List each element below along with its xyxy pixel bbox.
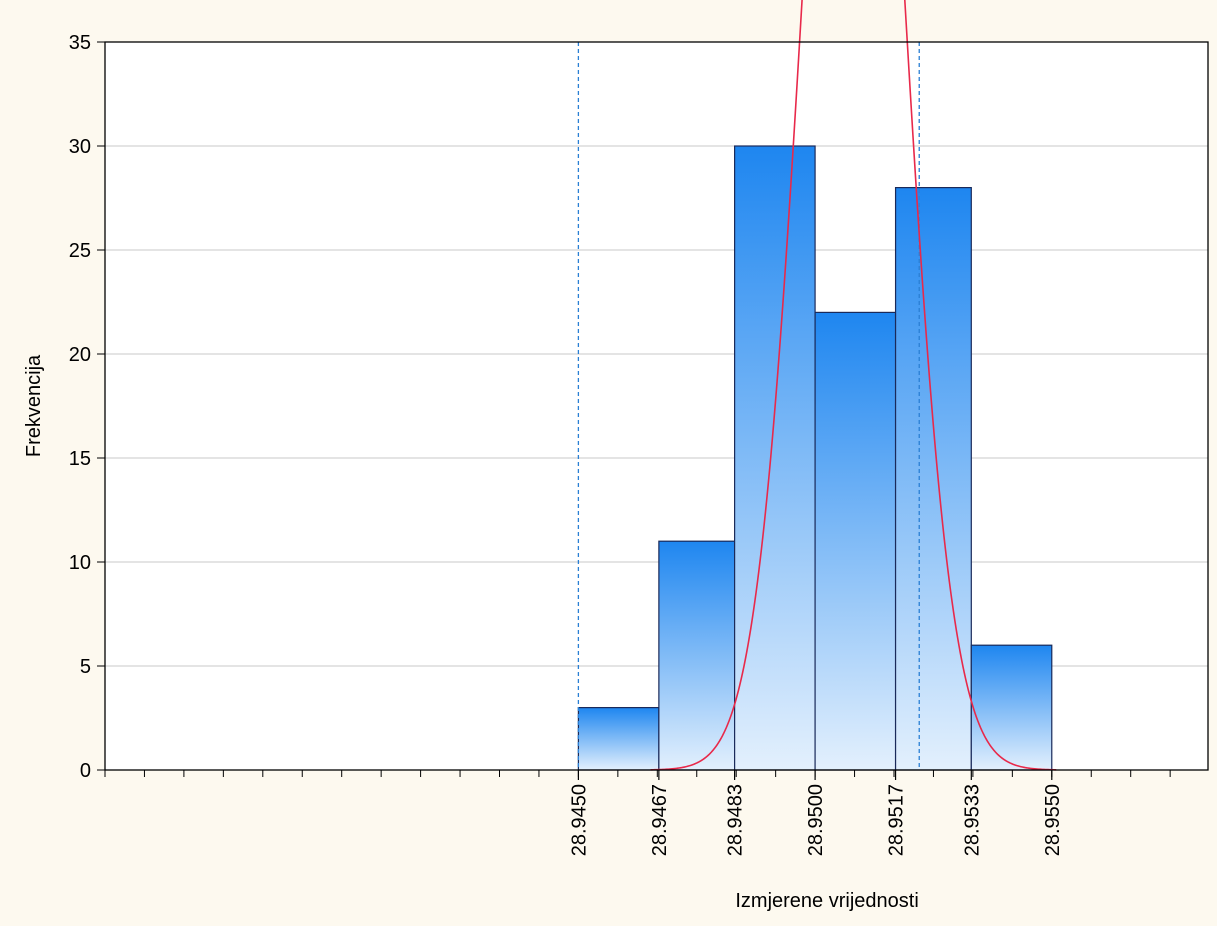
x-tick-label: 28.9450 (568, 784, 590, 856)
x-tick-label: 28.9533 (961, 784, 983, 856)
x-axis-label: Izmjerene vrijednosti (735, 890, 918, 912)
y-tick-label: 0 (80, 760, 91, 782)
gridlines (105, 145, 1208, 667)
histogram-bar (577, 706, 660, 771)
histogram-bar (814, 311, 897, 771)
normal-curve-line (650, 0, 1057, 771)
x-tick-label: 28.9467 (649, 784, 671, 856)
y-tick-label: 30 (69, 136, 91, 158)
axes: 0 5 10 15 20 25 30 35 28.9450 28.9467 28.9483 28.95… (69, 32, 1171, 856)
x-tick-label: 28.9517 (886, 784, 908, 856)
x-tick-label: 28.9500 (805, 784, 827, 856)
x-tick-label: 28.9483 (725, 784, 747, 856)
histogram-bar (970, 644, 1053, 771)
y-tick-label: 20 (69, 344, 91, 366)
y-tick-label: 10 (69, 552, 91, 574)
y-tick-label: 15 (69, 448, 91, 470)
bars (577, 145, 1053, 771)
y-tick-label: 25 (69, 240, 91, 262)
spec-limit-lines (577, 42, 920, 770)
histogram-bar (894, 187, 972, 771)
x-tick-label: 28.9550 (1042, 784, 1064, 856)
y-tick-label: 5 (80, 656, 91, 678)
plot-frame (104, 41, 1209, 771)
normal-curve (650, 0, 1057, 771)
y-tick-label: 35 (69, 32, 91, 54)
y-axis-label: Frekvencija (23, 354, 45, 457)
histogram-bar (734, 145, 816, 771)
